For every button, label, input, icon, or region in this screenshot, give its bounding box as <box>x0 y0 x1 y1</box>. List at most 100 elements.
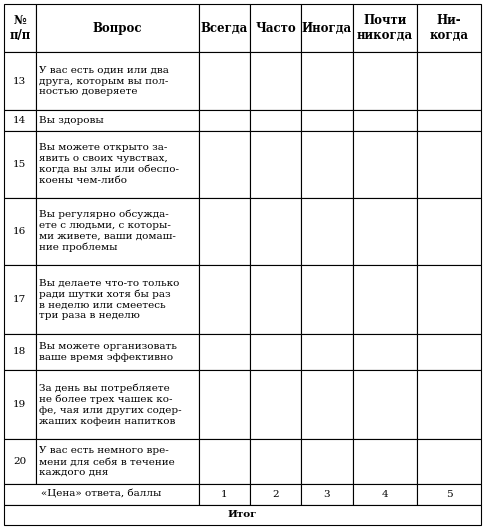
Bar <box>35 440 198 484</box>
Bar <box>4 110 35 131</box>
Bar <box>198 110 249 131</box>
Text: У вас есть немного вре-
мени для себя в течение
каждого дня: У вас есть немного вре- мени для себя в … <box>39 446 174 477</box>
Bar <box>301 110 352 131</box>
Bar <box>352 197 416 264</box>
Bar <box>198 484 249 505</box>
Bar <box>4 52 35 110</box>
Bar <box>301 484 352 505</box>
Bar <box>416 110 480 131</box>
Bar <box>416 52 480 110</box>
Bar <box>249 334 301 370</box>
Bar <box>4 197 35 264</box>
Text: Вы здоровы: Вы здоровы <box>39 116 103 125</box>
Text: Итог: Итог <box>227 510 257 519</box>
Bar <box>198 370 249 440</box>
Text: №
п/п: № п/п <box>9 14 30 42</box>
Bar <box>35 264 198 334</box>
Bar <box>249 4 301 52</box>
Bar <box>198 197 249 264</box>
Text: 17: 17 <box>13 295 26 304</box>
Bar <box>4 264 35 334</box>
Text: 14: 14 <box>13 116 26 125</box>
Bar <box>301 4 352 52</box>
Bar <box>4 370 35 440</box>
Bar <box>301 52 352 110</box>
Bar <box>416 370 480 440</box>
Bar <box>352 440 416 484</box>
Bar <box>416 197 480 264</box>
Bar <box>352 484 416 505</box>
Bar <box>249 197 301 264</box>
Text: 18: 18 <box>13 348 26 357</box>
Bar <box>416 334 480 370</box>
Text: «Цена» ответа, баллы: «Цена» ответа, баллы <box>41 490 161 499</box>
Text: Вопрос: Вопрос <box>92 22 141 35</box>
Bar <box>301 370 352 440</box>
Bar <box>249 484 301 505</box>
Text: Вы можете открыто за-
явить о своих чувствах,
когда вы злы или обеспо-
коены чем: Вы можете открыто за- явить о своих чувс… <box>39 143 178 185</box>
Text: 3: 3 <box>323 490 330 499</box>
Bar <box>4 4 35 52</box>
Text: Всегда: Всегда <box>200 22 247 35</box>
Bar <box>35 131 198 197</box>
Bar <box>352 334 416 370</box>
Bar <box>352 370 416 440</box>
Bar <box>35 52 198 110</box>
Bar <box>4 440 35 484</box>
Bar <box>352 4 416 52</box>
Text: 4: 4 <box>380 490 387 499</box>
Bar <box>301 334 352 370</box>
Bar <box>249 52 301 110</box>
Bar <box>35 370 198 440</box>
Text: 15: 15 <box>13 160 26 169</box>
Bar <box>301 264 352 334</box>
Bar <box>249 370 301 440</box>
Bar <box>416 440 480 484</box>
Text: 1: 1 <box>220 490 227 499</box>
Text: Вы можете организовать
ваше время эффективно: Вы можете организовать ваше время эффект… <box>39 342 176 362</box>
Text: Иногда: Иногда <box>301 22 351 35</box>
Bar <box>35 334 198 370</box>
Text: 5: 5 <box>445 490 451 499</box>
Bar <box>301 440 352 484</box>
Bar <box>352 264 416 334</box>
Bar <box>4 505 480 525</box>
Bar <box>35 197 198 264</box>
Text: 19: 19 <box>13 400 26 409</box>
Text: Ни-
когда: Ни- когда <box>428 14 468 42</box>
Bar <box>301 131 352 197</box>
Bar <box>4 484 198 505</box>
Text: За день вы потребляете
не более трех чашек ко-
фе, чая или других содер-
жаших к: За день вы потребляете не более трех чаш… <box>39 384 181 426</box>
Bar <box>198 334 249 370</box>
Bar <box>4 334 35 370</box>
Text: 13: 13 <box>13 77 26 86</box>
Bar <box>352 52 416 110</box>
Text: 16: 16 <box>13 226 26 235</box>
Bar <box>352 110 416 131</box>
Bar <box>352 131 416 197</box>
Bar <box>198 131 249 197</box>
Bar <box>198 264 249 334</box>
Bar <box>416 131 480 197</box>
Bar <box>35 110 198 131</box>
Text: Вы делаете что-то только
ради шутки хотя бы раз
в неделю или смеетесь
три раза в: Вы делаете что-то только ради шутки хотя… <box>39 278 179 321</box>
Bar <box>198 52 249 110</box>
Bar <box>416 4 480 52</box>
Bar <box>198 440 249 484</box>
Bar <box>35 4 198 52</box>
Text: 2: 2 <box>272 490 278 499</box>
Bar <box>198 4 249 52</box>
Bar <box>416 264 480 334</box>
Bar <box>301 197 352 264</box>
Text: У вас есть один или два
друга, которым вы пол-
ностью доверяете: У вас есть один или два друга, которым в… <box>39 66 168 96</box>
Text: Вы регулярно обсужда-
ете с людьми, с которы-
ми живете, ваши домаш-
ние проблем: Вы регулярно обсужда- ете с людьми, с ко… <box>39 210 175 252</box>
Bar <box>249 131 301 197</box>
Bar <box>249 264 301 334</box>
Bar <box>4 131 35 197</box>
Text: 20: 20 <box>13 457 26 466</box>
Bar <box>416 484 480 505</box>
Bar <box>249 440 301 484</box>
Text: Почти
никогда: Почти никогда <box>356 14 412 42</box>
Bar <box>249 110 301 131</box>
Text: Часто: Часто <box>255 22 295 35</box>
